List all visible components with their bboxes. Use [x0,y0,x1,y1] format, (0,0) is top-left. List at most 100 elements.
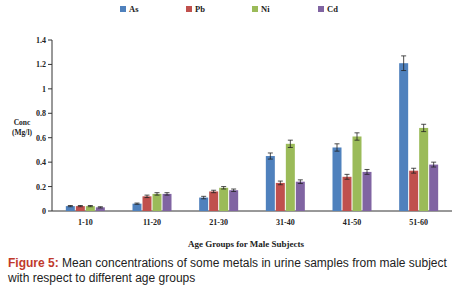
y-axis-label: Conc(Mg/l) [12,118,32,137]
error-bar [68,206,73,207]
error-cap [268,152,273,153]
error-cap [401,70,406,71]
error-bar [145,195,150,197]
error-cap [345,174,350,175]
error-cap [345,179,350,180]
caption: Figure 5: Mean concentrations of some me… [8,256,448,286]
bar [133,204,142,211]
x-tick-label: 41-50 [343,218,362,227]
error-stem [433,162,434,167]
error-bar [98,207,103,208]
y-tick [48,64,52,65]
chart: 00.20.40.60.811.21.41-1011-2021-3031-404… [0,0,458,256]
y-tick [48,40,52,41]
error-cap [278,184,283,185]
bars [66,56,438,211]
error-cap [145,197,150,198]
bar [276,183,285,211]
bar [363,172,372,211]
legend-label: As [129,4,139,14]
error-bar [278,181,283,185]
error-cap [288,147,293,148]
bar [143,196,152,211]
bar [96,207,105,211]
error-cap [78,205,83,206]
y-tick-label: 1 [42,85,46,94]
error-cap [401,55,406,56]
y-tick-label: 0.6 [36,134,46,143]
error-cap [78,206,83,207]
error-stem [357,133,358,140]
error-bar [155,193,160,195]
x-tick-label: 11-20 [143,218,161,227]
error-cap [365,169,370,170]
legend-swatch [120,6,126,12]
error-cap [98,207,103,208]
legend-swatch [186,6,192,12]
error-bar [165,193,170,195]
error-stem [337,144,338,151]
error-cap [201,196,206,197]
error-stem [413,168,414,173]
error-bar [78,206,83,207]
error-bar [365,169,370,174]
error-cap [135,203,140,204]
error-bar [268,153,273,159]
error-bar [345,174,350,179]
error-cap [355,132,360,133]
error-cap [365,174,370,175]
bar [286,144,295,211]
legend-entry: As [120,4,139,14]
bar [229,190,238,211]
legend-label: Cd [327,4,338,14]
error-cap [98,206,103,207]
error-stem [280,181,281,185]
error-cap [355,140,360,141]
error-bar [298,180,303,184]
y-tick-label: 0.4 [36,158,46,167]
error-stem [270,153,271,159]
error-bar [355,133,360,140]
figure: 00.20.40.60.811.21.41-1011-2021-3031-404… [0,0,458,296]
error-bar [221,187,226,189]
y-tick-label: 0 [42,207,46,216]
x-tick-label: 21-30 [209,218,228,227]
error-cap [431,162,436,163]
bar [399,63,408,211]
error-cap [231,189,236,190]
bar [409,171,418,211]
error-bar [401,56,406,71]
error-bar [431,162,436,167]
bar [199,198,208,211]
error-cap [221,186,226,187]
error-cap [431,167,436,168]
bar [353,136,362,211]
legend-entry: Ni [252,4,270,14]
error-cap [88,206,93,207]
legend-entry: Cd [318,4,338,14]
caption-text: Mean concentrations of some metals in ur… [8,256,447,285]
error-bar [421,124,426,131]
bar [66,206,75,211]
y-tick [48,113,52,114]
y-tick-label: 1.4 [36,36,46,45]
error-cap [335,143,340,144]
error-cap [201,198,206,199]
error-cap [278,181,283,182]
error-stem [423,124,424,131]
error-cap [155,192,160,193]
error-stem [300,180,301,184]
y-tick-label: 1.2 [36,60,46,69]
error-cap [335,151,340,152]
y-axis [52,40,53,211]
bar [343,177,352,211]
error-stem [367,169,368,174]
error-bar [211,190,216,192]
error-cap [68,206,73,207]
error-cap [88,205,93,206]
legend-swatch [252,6,258,12]
error-cap [135,204,140,205]
bar [429,165,438,211]
bar [266,156,275,211]
error-cap [68,205,73,206]
